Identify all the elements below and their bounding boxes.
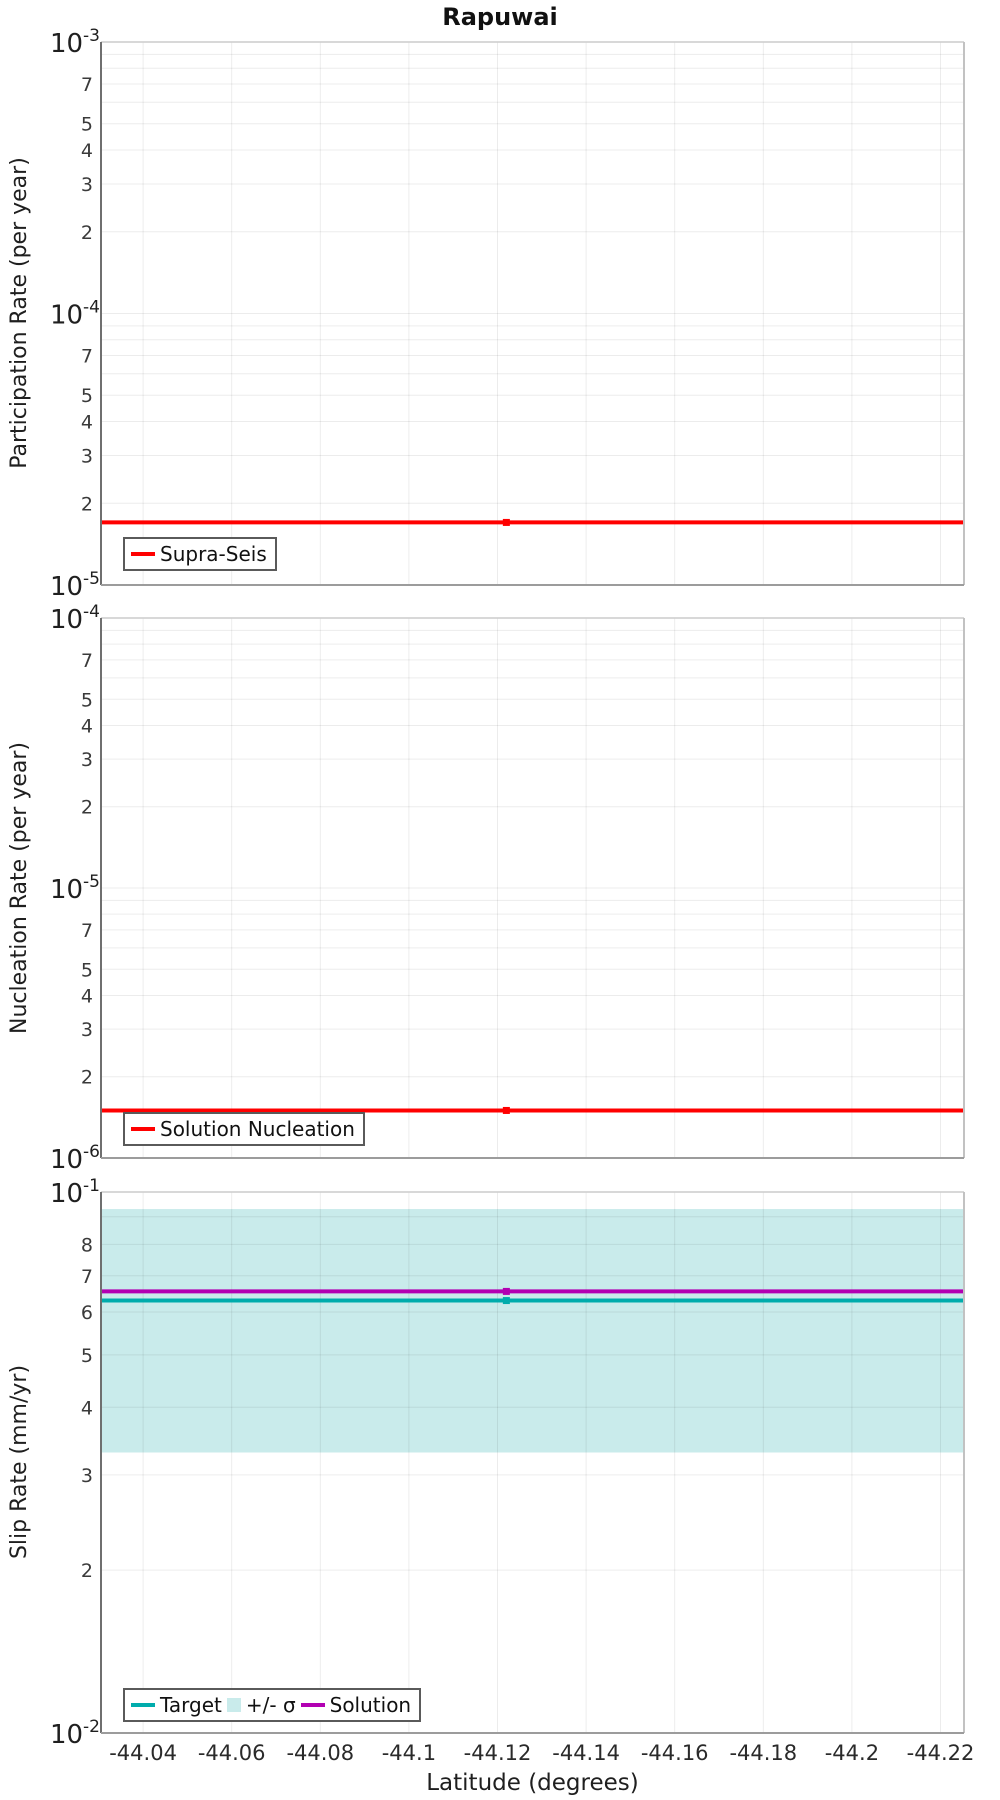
y-major-tick-label: 10-2 — [50, 1717, 100, 1750]
y-minor-tick-label: 3 — [81, 445, 93, 467]
x-tick-label: -44.08 — [286, 1741, 354, 1765]
y-axis-title-slip-rate: Slip Rate (mm/yr) — [7, 1364, 32, 1560]
sigma-band — [101, 1209, 964, 1453]
supra-seis-line-swatch — [131, 552, 155, 556]
x-tick-label: -44.04 — [109, 1741, 177, 1765]
y-major-tick-label: 10-4 — [50, 298, 100, 331]
legend-slip-rate: Target +/- σ Solution — [123, 1688, 422, 1722]
y-minor-tick-label: 2 — [81, 493, 93, 515]
x-tick-label: -44.22 — [907, 1741, 975, 1765]
target-line-swatch — [131, 1703, 155, 1707]
y-minor-tick-label: 8 — [81, 1234, 93, 1256]
y-major-tick-label: 10-3 — [50, 26, 100, 59]
legend-label-sigma: +/- σ — [245, 1693, 296, 1717]
series-marker — [502, 1287, 510, 1295]
y-minor-tick-label: 7 — [81, 920, 93, 942]
y-major-tick-label: 10-5 — [50, 872, 100, 905]
y-minor-tick-label: 7 — [81, 1266, 93, 1288]
series-marker — [502, 1106, 510, 1114]
y-minor-tick-label: 3 — [81, 1465, 93, 1487]
sigma-band-swatch — [226, 1698, 241, 1712]
x-axis-title: Latitude (degrees) — [426, 1770, 639, 1796]
y-major-tick-label: 10-6 — [50, 1142, 100, 1175]
y-minor-tick-label: 4 — [81, 412, 93, 434]
solution-nucleation-line-swatch — [131, 1127, 155, 1131]
y-major-tick-label: 10-4 — [50, 602, 100, 635]
x-tick-label: -44.16 — [641, 1741, 709, 1765]
y-minor-tick-label: 5 — [81, 689, 93, 711]
x-tick-label: -44.12 — [464, 1741, 532, 1765]
x-tick-label: -44.06 — [198, 1741, 266, 1765]
y-minor-tick-label: 5 — [81, 1345, 93, 1367]
legend-label-solution-nucleation: Solution Nucleation — [160, 1117, 355, 1141]
legend-label-solution: Solution — [329, 1693, 412, 1717]
y-axis-title-participation-rate: Participation Rate (per year) — [7, 157, 32, 469]
legend-label-supra-seis: Supra-Seis — [160, 542, 267, 566]
y-minor-tick-label: 2 — [81, 222, 93, 244]
y-minor-tick-label: 5 — [81, 959, 93, 981]
y-minor-tick-label: 7 — [81, 74, 93, 96]
x-tick-label: -44.18 — [729, 1741, 797, 1765]
y-minor-tick-label: 4 — [81, 140, 93, 162]
legend-label-target: Target — [160, 1693, 222, 1717]
y-minor-tick-label: 3 — [81, 749, 93, 771]
y-minor-tick-label: 3 — [81, 174, 93, 196]
y-minor-tick-label: 4 — [81, 715, 93, 737]
y-minor-tick-label: 2 — [81, 797, 93, 819]
x-tick-label: -44.1 — [382, 1741, 436, 1765]
y-minor-tick-label: 4 — [81, 985, 93, 1007]
y-minor-tick-label: 5 — [81, 114, 93, 136]
series-marker — [502, 518, 510, 526]
y-major-tick-label: 10-5 — [50, 569, 100, 602]
y-minor-tick-label: 3 — [81, 1019, 93, 1041]
legend-participation-rate: Supra-Seis — [123, 537, 277, 571]
y-axis-title-nucleation-rate: Nucleation Rate (per year) — [7, 742, 32, 1034]
y-minor-tick-label: 5 — [81, 385, 93, 407]
series-marker — [502, 1297, 510, 1305]
y-minor-tick-label: 7 — [81, 650, 93, 672]
solution-line-swatch — [300, 1703, 325, 1707]
figure-title: Rapuwai — [442, 3, 558, 31]
y-minor-tick-label: 7 — [81, 346, 93, 368]
y-major-tick-label: 10-1 — [50, 1176, 100, 1209]
y-minor-tick-label: 2 — [81, 1067, 93, 1089]
x-tick-label: -44.14 — [552, 1741, 620, 1765]
y-minor-tick-label: 2 — [81, 1560, 93, 1582]
y-minor-tick-label: 4 — [81, 1397, 93, 1419]
legend-nucleation-rate: Solution Nucleation — [123, 1112, 365, 1146]
y-minor-tick-label: 6 — [81, 1302, 93, 1324]
x-tick-label: -44.2 — [825, 1741, 879, 1765]
